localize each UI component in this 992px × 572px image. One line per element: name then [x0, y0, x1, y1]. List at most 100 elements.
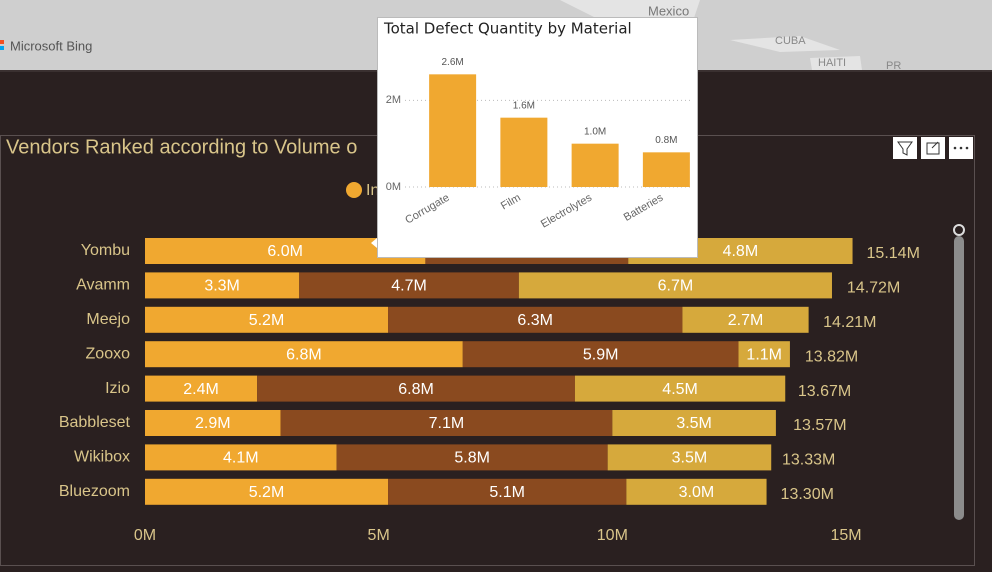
data-label: 7.1M	[429, 415, 465, 432]
total-label: 13.67M	[798, 383, 851, 400]
tooltip-pointer	[371, 238, 377, 248]
bar-segment	[518, 272, 832, 299]
more-icon	[959, 146, 963, 150]
x-tick-label: 15M	[830, 527, 861, 544]
bar	[571, 143, 619, 187]
y-tick-label: Zooxo	[86, 345, 131, 362]
x-tick-label: 10M	[597, 527, 628, 544]
data-label: 2.4M	[183, 381, 219, 398]
map-label: CUBA	[775, 35, 806, 47]
data-label: 5.2M	[249, 484, 285, 501]
bar-segment	[607, 444, 772, 471]
more-icon	[965, 146, 969, 150]
scroll-handle[interactable]	[953, 224, 965, 236]
bar-segment	[682, 306, 809, 333]
data-label: 6.3M	[517, 312, 553, 329]
bar	[642, 152, 690, 187]
x-tick-label: 0M	[134, 527, 156, 544]
map-attribution: Microsoft Bing	[10, 38, 92, 53]
bar-segment	[574, 375, 786, 402]
bar	[429, 74, 477, 187]
main-chart: Vendors Ranked according to Volume o In 0…	[6, 136, 920, 544]
y-tick-label: Yombu	[81, 242, 130, 259]
bar-segment	[738, 341, 790, 368]
data-label: 1.6M	[513, 100, 535, 111]
data-label: 3.0M	[679, 484, 715, 501]
bar-segment	[626, 478, 767, 505]
total-label: 15.14M	[867, 245, 920, 262]
data-label: 3.5M	[676, 415, 712, 432]
bar-segment	[280, 410, 613, 436]
data-label: 4.8M	[723, 243, 759, 260]
data-label: 5.1M	[489, 484, 525, 501]
legend-label: In	[366, 182, 379, 199]
data-label: 1.1M	[746, 346, 782, 363]
data-label: 6.7M	[658, 278, 694, 295]
y-tick-label: 2M	[386, 94, 401, 106]
y-tick-label: Wikibox	[74, 449, 130, 466]
data-label: 4.1M	[223, 450, 259, 467]
x-tick-label: 5M	[368, 527, 390, 544]
data-label: 5.8M	[454, 450, 490, 467]
bing-logo	[0, 40, 4, 44]
legend-marker	[346, 182, 362, 198]
bar-segment	[388, 306, 683, 333]
focus-icon	[926, 141, 940, 155]
total-label: 13.82M	[805, 348, 858, 365]
bar-segment	[388, 478, 627, 505]
bar-segment	[145, 410, 281, 436]
bar-segment	[257, 375, 575, 402]
more-icon	[953, 146, 957, 150]
filter-icon	[897, 141, 913, 156]
scrollbar	[953, 224, 965, 520]
data-label: 6.8M	[286, 346, 322, 363]
total-label: 13.57M	[793, 417, 846, 434]
bar-segment	[145, 478, 389, 505]
visual-header	[893, 137, 973, 159]
data-label: 2.6M	[442, 57, 464, 68]
data-label: 5.2M	[249, 312, 285, 329]
data-label: 1.0M	[584, 126, 606, 137]
total-label: 13.30M	[781, 486, 834, 503]
bing-logo	[0, 46, 4, 50]
bar-segment	[462, 341, 739, 368]
data-label: 6.8M	[398, 381, 434, 398]
scrollbar-thumb[interactable]	[954, 236, 964, 520]
map-label: PR	[886, 60, 901, 72]
total-label: 13.33M	[782, 452, 835, 469]
bar-segment	[145, 341, 463, 368]
bar-segment	[299, 272, 519, 299]
total-label: 14.21M	[823, 314, 876, 331]
bar-segment	[612, 410, 776, 436]
bar-segment	[145, 375, 258, 402]
data-label: 4.7M	[391, 278, 427, 295]
bar-segment	[145, 306, 389, 333]
data-label: 3.3M	[204, 278, 240, 295]
data-label: 4.5M	[662, 381, 698, 398]
data-label: 2.7M	[728, 312, 764, 329]
data-label: 0.8M	[655, 135, 677, 146]
bar	[500, 117, 548, 187]
chart-title: Vendors Ranked according to Volume o	[6, 136, 357, 158]
data-label: 6.0M	[267, 243, 303, 260]
y-tick-label: 0M	[386, 181, 401, 193]
bar-segment	[145, 272, 300, 299]
y-tick-label: Meejo	[86, 311, 130, 328]
data-label: 3.5M	[672, 450, 708, 467]
y-tick-label: Bluezoom	[59, 483, 130, 500]
filter-button[interactable]	[893, 137, 917, 159]
y-tick-label: Izio	[105, 380, 130, 397]
total-label: 14.72M	[847, 280, 900, 297]
map-label: HAITI	[818, 57, 846, 69]
bar-segment	[145, 444, 337, 471]
y-tick-label: Babbleset	[59, 414, 131, 431]
data-label: 2.9M	[195, 415, 231, 432]
tooltip: Total Defect Quantity by Material 0M 2M 2.…	[371, 17, 698, 258]
map-label: Mexico	[648, 3, 689, 18]
focus-button[interactable]	[921, 137, 945, 159]
tooltip-title: Total Defect Quantity by Material	[383, 20, 632, 38]
bar-segment	[336, 444, 608, 471]
data-label: 5.9M	[583, 346, 619, 363]
